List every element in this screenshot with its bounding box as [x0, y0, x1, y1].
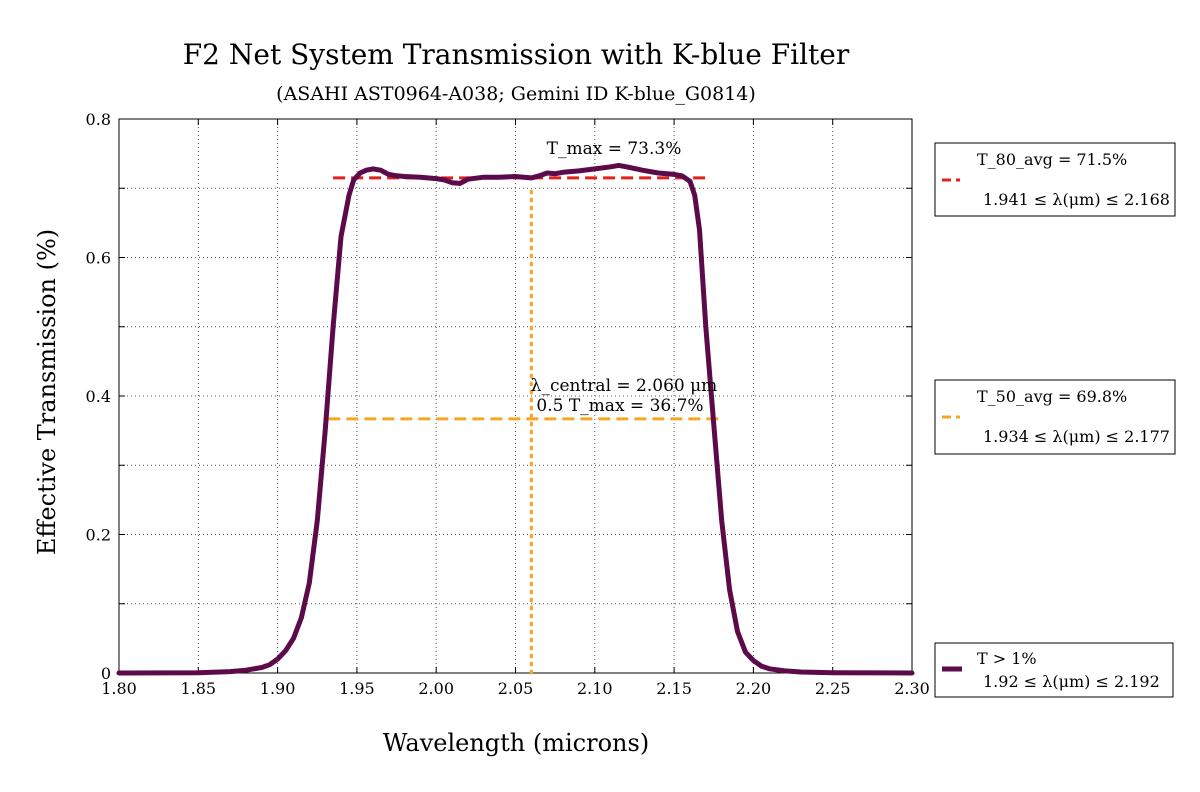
chart-subtitle: (ASAHI AST0964-A038; Gemini ID K-blue_G0… [276, 83, 756, 105]
legend-series: T > 1% 1.92 ≤ λ(μm) ≤ 2.192 [934, 642, 1174, 698]
legend-series-box [934, 642, 1174, 698]
x-tick-label: 1.90 [260, 679, 296, 698]
x-tick-label: 2.20 [736, 679, 772, 698]
legend-t50-box [934, 379, 1176, 455]
y-tick-label: 0.4 [86, 387, 111, 406]
axis-ticks: 1.80 1.85 1.90 1.95 2.00 2.05 2.10 2.15 2.20 2.25… [86, 110, 930, 698]
y-tick-label: 0.2 [86, 526, 111, 545]
x-tick-label: 2.10 [577, 679, 613, 698]
legend-series-line2: 1.92 ≤ λ(μm) ≤ 2.192 [983, 672, 1160, 691]
transmission-curve [116, 162, 915, 676]
y-axis-label: Effective Transmission (%) [33, 229, 61, 555]
legend-t80-line2: 1.941 ≤ λ(μm) ≤ 2.168 [983, 190, 1170, 209]
chart-title: F2 Net System Transmission with K-blue F… [183, 38, 850, 71]
x-tick-label: 2.30 [894, 679, 930, 698]
legend-t80: T_80_avg = 71.5% 1.941 ≤ λ(μm) ≤ 2.168 [934, 142, 1176, 217]
x-tick-label: 2.25 [815, 679, 851, 698]
reference-lines [328, 176, 719, 675]
y-tick-label: 0.8 [86, 110, 111, 129]
legend-t50-line2: 1.934 ≤ λ(μm) ≤ 2.177 [983, 427, 1170, 446]
tmax-annotation: T_max = 73.3% [547, 139, 682, 159]
x-tick-label: 2.05 [498, 679, 534, 698]
x-axis-label: Wavelength (microns) [383, 729, 649, 757]
grid-lines [119, 119, 912, 673]
legend-t80-line1: T_80_avg = 71.5% [977, 150, 1127, 169]
half-tmax-annotation: 0.5 T_max = 36.7% [536, 396, 703, 416]
legend-t50: T_50_avg = 69.8% 1.934 ≤ λ(μm) ≤ 2.177 [934, 379, 1176, 455]
lambda-central-annotation: λ_central = 2.060 μm [531, 376, 718, 396]
legend-series-line1: T > 1% [977, 649, 1037, 668]
series-layer [116, 162, 915, 676]
x-tick-label: 1.80 [101, 679, 137, 698]
x-tick-label: 1.95 [339, 679, 375, 698]
x-tick-label: 2.15 [656, 679, 692, 698]
x-tick-label: 2.00 [418, 679, 454, 698]
legend-t50-line1: T_50_avg = 69.8% [977, 387, 1127, 406]
x-tick-label: 1.85 [180, 679, 216, 698]
y-tick-label: 0.6 [86, 249, 111, 268]
legend-t80-box [934, 142, 1176, 217]
y-tick-label: 0 [101, 664, 111, 683]
